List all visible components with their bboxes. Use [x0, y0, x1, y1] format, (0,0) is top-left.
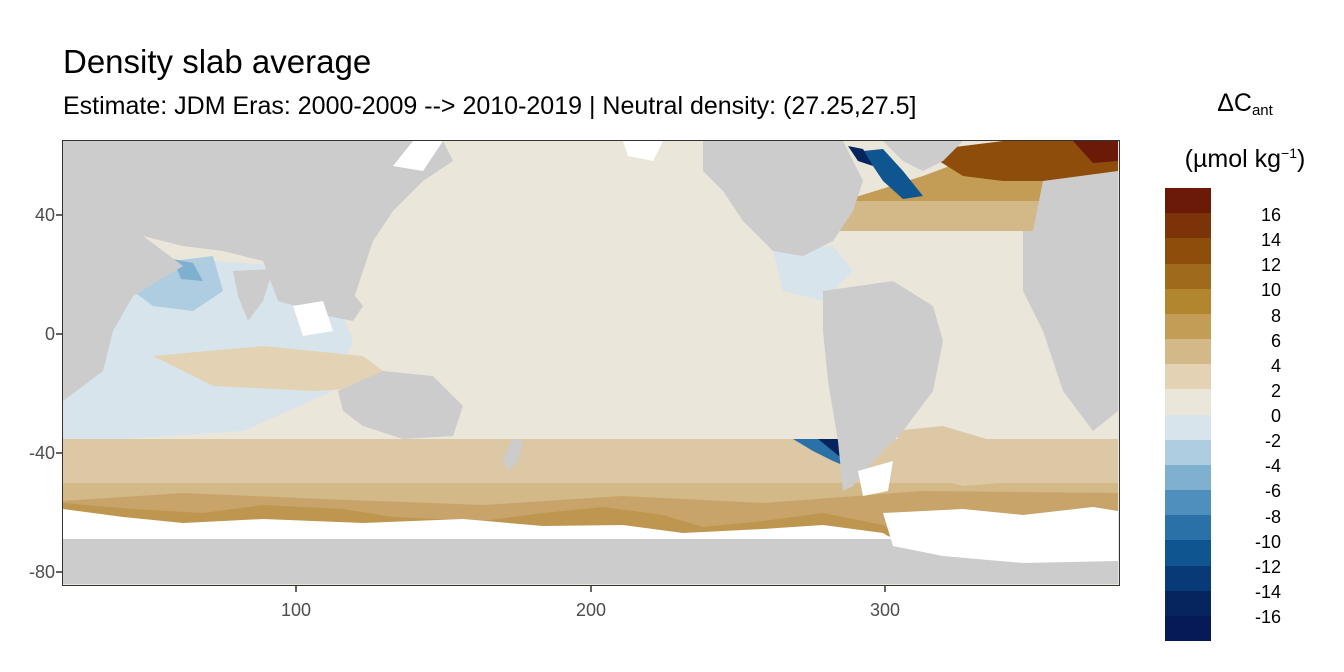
legend-label: -2	[1264, 431, 1281, 452]
arabian-sea-blue	[133, 256, 223, 311]
legend-color-swatch	[1165, 263, 1211, 290]
map-panel	[62, 140, 1120, 586]
legend-unit-sup: −1	[1281, 145, 1297, 161]
no-data-regions	[63, 141, 1118, 563]
legend-color-swatch	[1165, 540, 1211, 566]
legend-label: -6	[1264, 481, 1281, 502]
australia-land	[338, 371, 463, 439]
x-tick-label: 300	[869, 600, 901, 620]
legend-label: 10	[1260, 280, 1281, 301]
x-tick-label: 100	[280, 600, 312, 620]
legend-color-swatch	[1165, 213, 1211, 239]
y-tick-label: 0	[44, 324, 55, 344]
falklands-nodata	[858, 461, 893, 496]
weddell-nodata	[883, 507, 1118, 563]
legend-color-swatch	[1165, 490, 1211, 516]
legend-unit-prefix: (µmol kg	[1184, 145, 1282, 173]
y-tick-label: -80	[28, 562, 55, 582]
legend-title: ΔCant	[1150, 88, 1340, 126]
legend-color-swatch	[1165, 313, 1211, 340]
chile-dark-patch	[818, 439, 845, 461]
legend-color-swatch	[1165, 339, 1211, 365]
nordic-seas-hot	[923, 141, 1118, 181]
legend-color-swatch	[1165, 439, 1211, 466]
map-canvas	[63, 141, 1118, 584]
legend-label: -10	[1254, 531, 1281, 552]
greenland-land	[883, 141, 963, 171]
india-land	[233, 269, 273, 321]
legend-title-main: ΔC	[1217, 89, 1252, 117]
legend-color-swatch	[1165, 364, 1211, 390]
legend-label: 2	[1270, 380, 1281, 401]
legend-color-swatch	[1165, 414, 1211, 441]
legend-label: 12	[1260, 255, 1281, 276]
antarctic-shelf-nodata	[63, 509, 893, 539]
africa-repeat-land	[1023, 231, 1118, 431]
chart-title: Density slab average	[63, 43, 372, 80]
legend-title-sub: ant	[1251, 102, 1273, 119]
caribbean-blue	[773, 246, 853, 301]
new-zealand-land	[503, 439, 523, 471]
legend-color-swatch	[1165, 590, 1211, 617]
legend-color-swatch	[1165, 464, 1211, 491]
legend-label: 6	[1270, 330, 1281, 351]
legend-label: 16	[1260, 205, 1281, 225]
legend-unit: (µmol kg−1)	[1150, 138, 1340, 174]
labrador-sea-blue	[863, 149, 923, 199]
legend-label: -8	[1264, 506, 1281, 527]
legend-color-swatch	[1165, 515, 1211, 541]
labrador-sea-dark	[848, 146, 873, 166]
legend-color-swatch	[1165, 615, 1211, 642]
africa-land	[63, 201, 183, 401]
legend-color-swatch	[1165, 238, 1211, 264]
nordic-seas-hottest	[1073, 141, 1118, 163]
legend-label: -14	[1254, 581, 1281, 602]
legend-colorbar	[1165, 188, 1211, 642]
south-atlantic-patch	[893, 426, 1023, 486]
nodata-indonesia	[293, 301, 333, 336]
south-america-land	[823, 281, 943, 491]
legend-color-swatch	[1165, 188, 1211, 214]
legend-label: -16	[1254, 607, 1281, 627]
nodata-north-asia	[393, 141, 443, 171]
nodata-alaska	[623, 141, 663, 161]
chart-subtitle: Estimate: JDM Eras: 2000-2009 --> 2010-2…	[63, 92, 917, 120]
legend-label: 8	[1270, 305, 1281, 326]
indian-ocean-warm-strip	[153, 346, 403, 391]
x-tick-label: 200	[575, 600, 607, 620]
y-tick-label: -40	[28, 443, 55, 463]
eurasia-land	[63, 141, 453, 311]
north-america-land	[703, 141, 863, 256]
legend-label: -12	[1254, 556, 1281, 577]
legend-label: 4	[1270, 355, 1281, 376]
y-tick-label: 40	[34, 205, 55, 225]
legend-label: 14	[1260, 230, 1281, 251]
legend-label: 0	[1270, 406, 1281, 426]
legend-label: -4	[1264, 456, 1281, 477]
legend-unit-suffix: )	[1297, 145, 1306, 173]
legend-color-swatch	[1165, 565, 1211, 592]
legend-color-swatch	[1165, 288, 1211, 315]
legend-color-swatch	[1165, 389, 1211, 415]
indian-ocean-blue	[63, 261, 353, 439]
